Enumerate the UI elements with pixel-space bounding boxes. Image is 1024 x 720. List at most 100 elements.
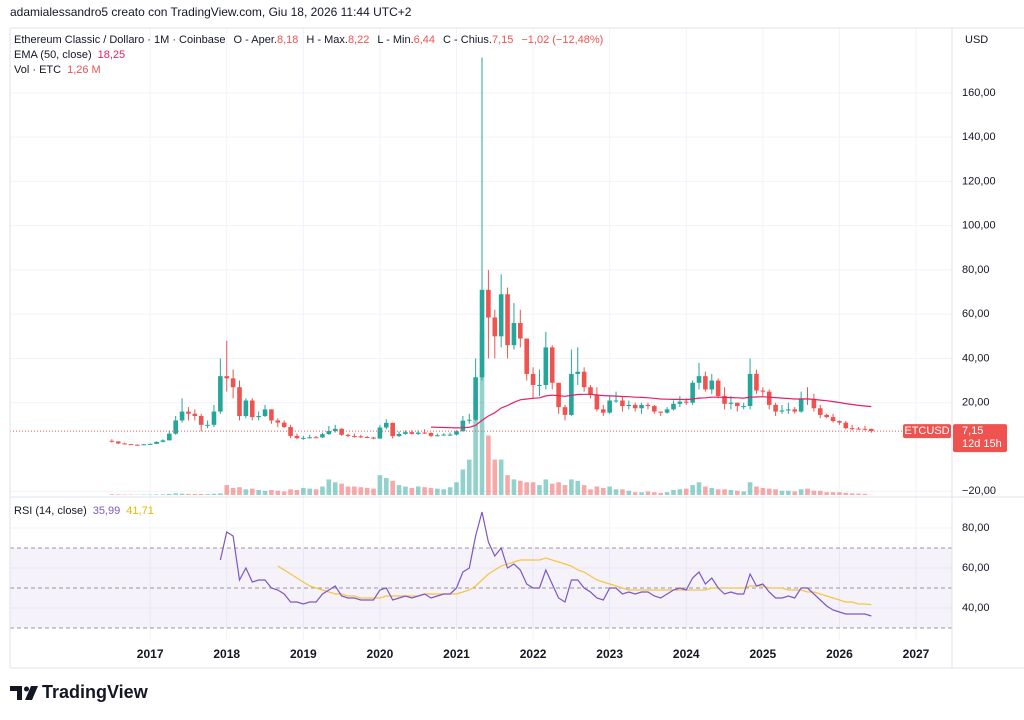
volume-bar [817, 490, 823, 495]
volume-bar [460, 469, 466, 495]
candle-body [441, 434, 447, 436]
volume-bar [856, 493, 861, 495]
x-tick-label: 2020 [367, 647, 394, 661]
legend-value: 7,15 [492, 34, 513, 46]
volume-bar [192, 493, 198, 495]
candle-body [109, 440, 115, 442]
rsi-background [10, 547, 952, 629]
volume-bar [447, 487, 453, 495]
candle-body [243, 400, 249, 416]
y-tick-label: 20,00 [962, 397, 990, 409]
candle-body [256, 415, 261, 418]
candle-body [230, 378, 236, 388]
brand-name: TradingView [42, 682, 149, 702]
candle-body [301, 437, 306, 439]
volume-bar [741, 491, 746, 495]
candle-body [766, 391, 772, 405]
candle-body [530, 373, 536, 386]
candle-body [486, 289, 491, 318]
volume-bar [715, 489, 721, 495]
candle-body [639, 404, 644, 409]
volume-bar [588, 489, 593, 495]
volume-bar [224, 485, 230, 495]
candle-body [415, 432, 421, 434]
candle-body [664, 409, 670, 413]
rsi-name: RSI (14, close) [14, 505, 87, 517]
volume-bar [332, 482, 338, 495]
candle-body [645, 404, 651, 407]
candle-body [122, 443, 127, 445]
axes-layer: 2017 2018 2019 2020 2021 2022 2023 2024 2025 2026… [137, 87, 1007, 661]
rsi-tick-label: 40,00 [962, 602, 990, 614]
candle-body [377, 427, 383, 439]
candle-body [600, 409, 606, 413]
volume-bar [524, 482, 529, 495]
volume-bar [326, 479, 332, 495]
volume-bar [594, 486, 600, 495]
currency-label: USD [965, 34, 988, 46]
candle-body [135, 444, 140, 446]
x-tick-label: 2024 [673, 647, 700, 661]
volume-bar [109, 494, 115, 495]
y-tick-label: 80,00 [962, 264, 990, 276]
candle-body [128, 444, 134, 446]
volume-bar [307, 488, 313, 495]
volume-bar [530, 482, 536, 495]
candle-body [869, 428, 874, 432]
volume-bar [186, 493, 191, 495]
candle-body [237, 387, 242, 416]
legend-value: 6,44 [414, 34, 435, 46]
candle-body [141, 444, 147, 446]
candle-body [313, 437, 319, 439]
candle-body [339, 428, 344, 435]
candle-body [179, 411, 185, 421]
volume-bar [747, 482, 753, 495]
rsi-ma-line [277, 557, 872, 606]
candle-body [428, 433, 434, 436]
volume-bar [198, 494, 204, 495]
volume-bar [409, 487, 415, 495]
candle-body [658, 411, 664, 413]
ema-value: 18,25 [98, 49, 126, 61]
candle-body [613, 400, 619, 402]
y-tick-label: 100,00 [962, 220, 996, 232]
candle-body [849, 428, 855, 430]
x-tick-label: 2023 [596, 647, 623, 661]
volume-bar [518, 480, 523, 495]
ema-line [430, 393, 872, 429]
logo-dot [24, 686, 29, 692]
candle-body [537, 385, 542, 387]
volume-value: 1,26 M [67, 64, 101, 76]
candle-body [364, 437, 370, 439]
candle-body [479, 289, 485, 378]
volume-bar [575, 480, 581, 495]
volume-bar [396, 485, 402, 495]
volume-bar [345, 486, 351, 495]
volume-bar [301, 487, 306, 495]
candle-body [862, 428, 868, 430]
volume-bar [792, 491, 798, 495]
volume-bar [773, 489, 778, 495]
volume-bar [211, 493, 217, 495]
volume-bar [377, 475, 383, 495]
volume-bar [837, 492, 842, 495]
y-tick-label: 40,00 [962, 352, 990, 364]
volume-bar [466, 459, 472, 495]
legend-ohlc: Ethereum Classic / Dollaro · 1M · Coinba… [14, 34, 603, 46]
volume-bar [600, 487, 606, 495]
candle-body [760, 390, 766, 392]
candle-body [671, 403, 676, 410]
author-line: adamialessandro5 creato con TradingView.… [10, 5, 412, 19]
legend-symbol: Ethereum Classic / Dollaro · 1M · Coinba… [14, 34, 226, 46]
legend-label: C - Chius. [443, 34, 492, 46]
legend-value: 8,22 [348, 34, 369, 46]
volume-bar [830, 492, 836, 495]
candle-body [473, 377, 478, 420]
candle-body [817, 408, 823, 415]
candle-body [147, 443, 153, 445]
candle-body [435, 435, 440, 437]
candle-body [307, 437, 313, 439]
volume-bar [709, 487, 715, 495]
candle-body [275, 420, 281, 423]
